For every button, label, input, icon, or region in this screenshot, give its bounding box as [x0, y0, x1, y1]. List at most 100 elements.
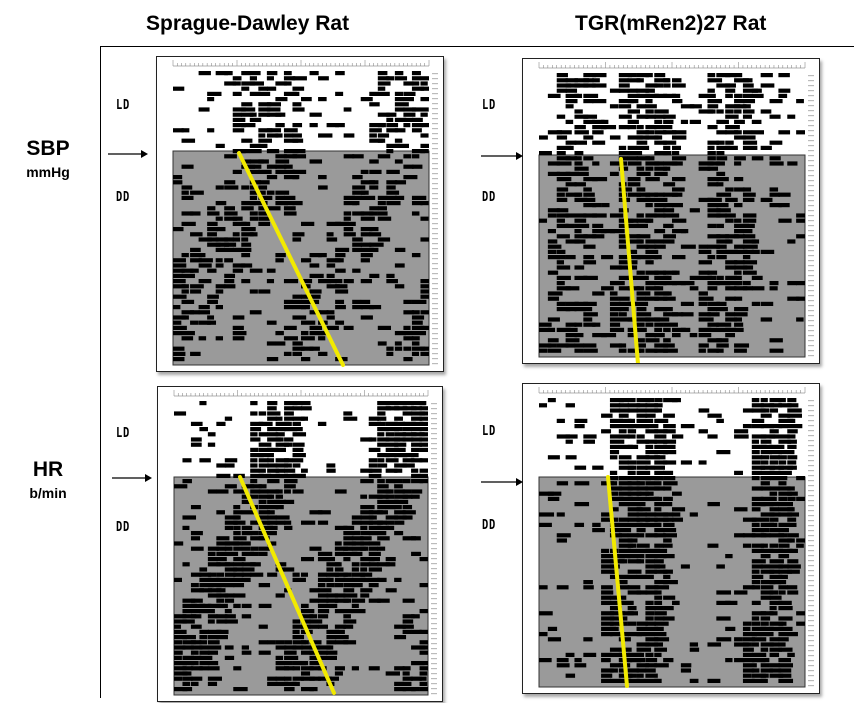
activity-bar: [394, 263, 405, 268]
activity-bar: [190, 583, 199, 588]
activity-bar: [627, 476, 639, 481]
activity-bar: [565, 343, 576, 348]
activity-bar: [618, 585, 630, 590]
activity-bar: [402, 494, 413, 499]
day-index-mark: [431, 568, 437, 570]
activity-bar: [368, 577, 380, 582]
activity-bar: [284, 687, 295, 692]
activity-bar: [301, 661, 309, 666]
activity-bar: [190, 588, 204, 593]
activity-bar: [233, 572, 245, 577]
activity-bar: [707, 322, 719, 327]
activity-bar: [698, 291, 708, 296]
activity-bar: [224, 577, 235, 582]
activity-bar: [309, 650, 318, 655]
activity-bar: [769, 621, 784, 626]
activity-bar: [258, 411, 267, 416]
activity-bar: [636, 632, 647, 637]
activity-bar: [725, 109, 734, 114]
activity-bar: [636, 197, 651, 202]
activity-bar: [174, 671, 188, 676]
activity-bar: [334, 525, 348, 530]
day-index-mark: [432, 88, 438, 90]
activity-bar: [292, 473, 306, 478]
activity-bar: [618, 595, 627, 600]
activity-bar: [411, 494, 420, 499]
activity-bar: [190, 661, 199, 666]
activity-bar: [618, 543, 634, 548]
activity-bar: [636, 512, 647, 517]
activity-bar: [394, 499, 409, 504]
activity-bar: [663, 460, 677, 465]
activity-bar: [368, 515, 377, 520]
activity-bar: [335, 71, 345, 76]
activity-bar: [627, 78, 641, 83]
activity-bar: [707, 104, 719, 109]
activity-bar: [386, 201, 401, 206]
activity-bar: [258, 216, 270, 221]
activity-bar: [742, 652, 754, 657]
activity-bar: [636, 93, 651, 98]
activity-bar: [760, 486, 771, 491]
activity-bar: [224, 609, 232, 614]
activity-bar: [769, 444, 785, 449]
activity-bar: [654, 203, 667, 208]
activity-bar: [618, 424, 634, 429]
activity-bar: [284, 567, 295, 572]
activity-bar: [241, 484, 255, 489]
day-index-mark: [808, 575, 814, 577]
activity-bar: [266, 175, 278, 180]
activity-bar: [654, 606, 664, 611]
activity-bar: [283, 279, 299, 284]
activity-bar: [258, 640, 268, 645]
activity-bar: [258, 442, 272, 447]
activity-bar: [760, 663, 770, 668]
activity-bar: [326, 650, 338, 655]
activity-bar: [411, 325, 425, 330]
activity-bar: [707, 161, 720, 166]
activity-bar: [275, 458, 289, 463]
day-index-mark: [808, 500, 814, 502]
activity-bar: [778, 528, 789, 533]
activity-bar: [173, 315, 186, 320]
activity-bar: [386, 169, 400, 174]
activity-bar: [190, 598, 203, 603]
day-index-mark: [808, 80, 814, 82]
activity-bar: [716, 322, 732, 327]
activity-bar: [734, 260, 745, 265]
activity-bar: [394, 346, 403, 351]
activity-bar: [618, 99, 634, 104]
activity-bar: [583, 348, 598, 353]
activity-bar: [199, 401, 207, 406]
activity-bar: [420, 112, 428, 117]
activity-bar: [574, 192, 583, 197]
day-index-mark: [431, 438, 437, 440]
activity-bar: [539, 512, 555, 517]
day-index-mark: [808, 90, 814, 92]
activity-bar: [351, 598, 366, 603]
activity-bar: [360, 531, 371, 536]
activity-bar: [574, 161, 583, 166]
activity-bar: [216, 588, 226, 593]
day-index-mark: [431, 548, 437, 550]
activity-bar: [368, 510, 383, 515]
activity-bar: [301, 645, 313, 650]
activity-bar: [216, 557, 227, 562]
activity-bar: [385, 671, 400, 676]
activity-bar: [574, 465, 587, 470]
activity-bar: [716, 171, 726, 176]
activity-bar: [216, 598, 225, 603]
day-index-mark: [432, 128, 438, 130]
activity-bar: [182, 640, 196, 645]
activity-bar: [609, 663, 622, 668]
activity-bar: [716, 590, 732, 595]
activity-bar: [672, 177, 686, 182]
activity-bar: [734, 470, 743, 475]
activity-bar: [734, 429, 749, 434]
activity-bar: [386, 76, 395, 81]
activity-bar: [190, 190, 204, 195]
activity-bar: [601, 255, 614, 260]
activity-bar: [267, 427, 278, 432]
activity-bar: [645, 213, 657, 218]
activity-bar: [627, 192, 641, 197]
